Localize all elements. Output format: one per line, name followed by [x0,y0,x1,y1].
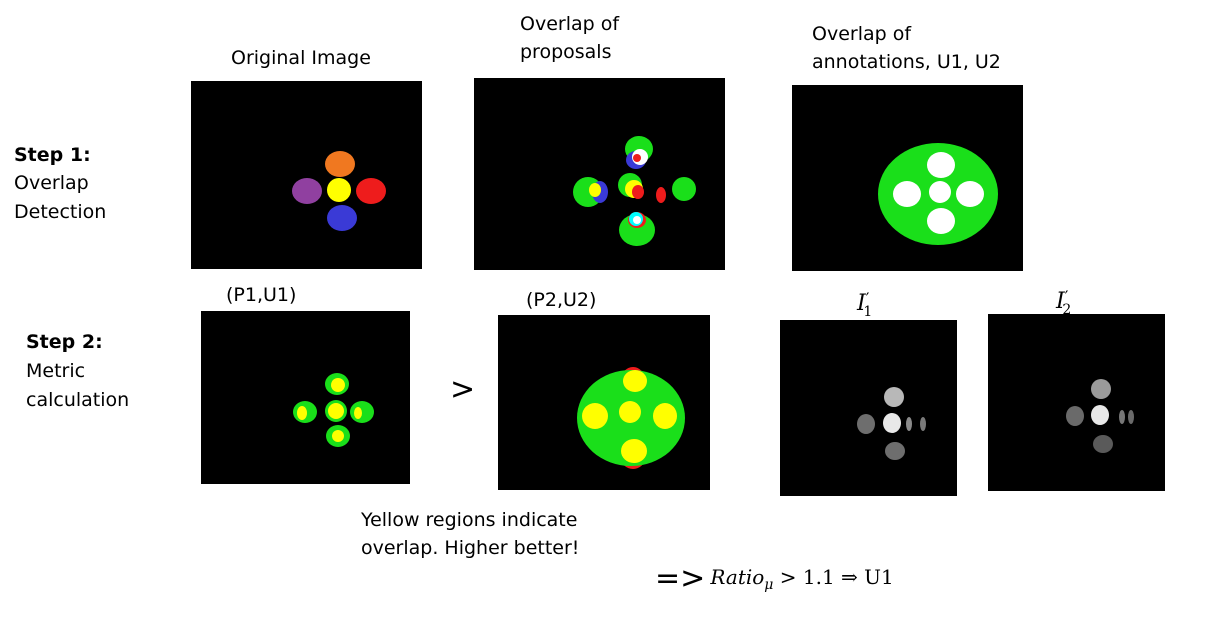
blue-blob [327,205,357,231]
step1-line1: Overlap [14,172,89,194]
caption-proposals-line2: proposals [520,41,612,63]
i2-prime-panel [988,314,1165,491]
step1-title: Step 1: [14,144,91,166]
caption-original-image: Original Image [231,47,371,69]
red-blob [356,178,386,204]
purple-blob [292,178,322,204]
result-ratio: Ratioμ > 1.1 ⇒ U1 [710,564,894,593]
step2-title: Step 2: [26,331,103,353]
note-line1: Yellow regions indicate [361,509,578,531]
caption-annotations-line2: annotations, U1, U2 [812,51,1001,73]
caption-p2u2: (P2,U2) [526,289,597,311]
step2-line2: calculation [26,389,130,411]
original-image-panel [191,81,422,269]
note-line2: overlap. Higher better! [361,537,580,559]
i1-prime-panel [780,320,957,496]
result-arrow: => [655,561,706,596]
step2-line1: Metric [26,360,86,382]
annotations-overlap-panel [792,85,1023,271]
caption-i1: I′1 [857,289,873,320]
result-formula: => Ratioμ > 1.1 ⇒ U1 [655,561,894,596]
proposals-overlap-panel [474,78,725,270]
yellow-blob [327,178,351,202]
step1-line2: Detection [14,201,107,223]
caption-annotations-line1: Overlap of [812,23,912,45]
caption-proposals-line1: Overlap of [520,13,620,35]
caption-i2: I′2 [1056,287,1072,318]
orange-blob [325,151,355,177]
p2-u2-panel [498,315,710,490]
greater-than-symbol: > [450,372,476,407]
p1-u1-panel [201,311,410,484]
caption-p1u1: (P1,U1) [226,284,297,306]
